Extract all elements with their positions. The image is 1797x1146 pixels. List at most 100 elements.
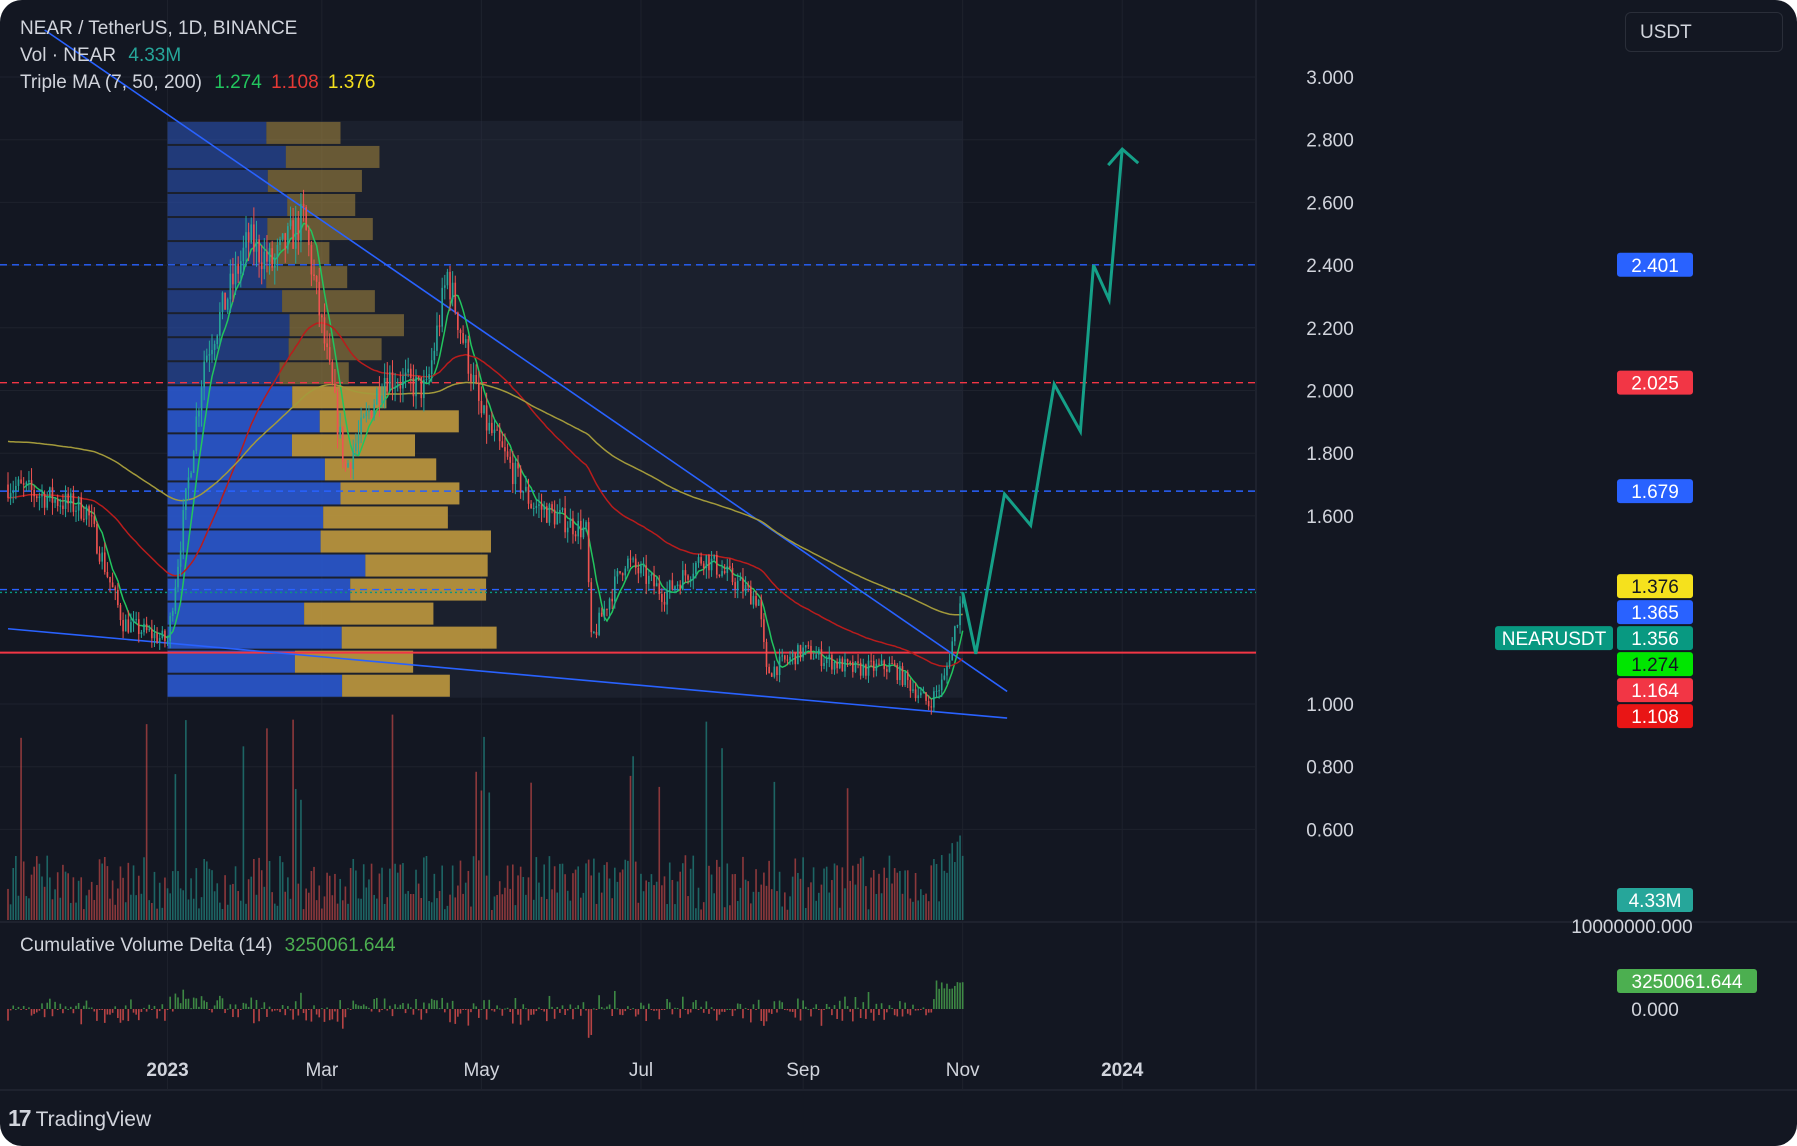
volume-bar	[459, 860, 462, 920]
volume-profile-down-bar	[279, 362, 349, 385]
volume-bar	[838, 907, 841, 920]
cvd-bar	[859, 1009, 862, 1018]
cvd-bar	[182, 989, 185, 1009]
volume-bar	[624, 859, 627, 920]
volume-bar	[807, 887, 810, 920]
candle	[883, 660, 886, 670]
volume-bar	[156, 908, 158, 920]
candle	[545, 506, 548, 523]
volume-bar	[38, 863, 41, 920]
candle	[846, 659, 849, 662]
candle	[407, 368, 409, 373]
volume-bar	[375, 898, 378, 920]
candle	[378, 389, 381, 404]
cvd-bar	[7, 1009, 9, 1021]
cvd-bar	[608, 1004, 611, 1009]
cvd-bar	[143, 1007, 145, 1009]
candle	[271, 248, 273, 268]
candle	[642, 565, 645, 567]
volume-bar	[396, 872, 399, 920]
candle	[266, 251, 268, 262]
cvd-bar	[145, 1009, 148, 1012]
cvd-bar	[263, 1002, 266, 1009]
volume-bar	[475, 771, 477, 920]
cvd-bar	[770, 1009, 773, 1014]
cvd-bar	[786, 1009, 789, 1011]
cvd-label[interactable]: Cumulative Volume Delta (14)	[20, 935, 273, 956]
time-axis-tick: Sep	[786, 1060, 820, 1081]
cvd-bar	[517, 1009, 519, 1015]
cvd-bar	[470, 1009, 472, 1013]
cvd-bar	[111, 1009, 114, 1013]
candle	[705, 555, 708, 569]
volume-legend: Vol · NEAR 4.33M	[20, 45, 188, 67]
cvd-histogram	[7, 980, 964, 1038]
candle	[574, 534, 577, 537]
volume-label[interactable]: Vol · NEAR	[20, 45, 117, 66]
cvd-bar	[846, 1006, 849, 1009]
volume-bar	[200, 897, 203, 920]
cvd-bar	[650, 1009, 653, 1010]
volume-profile-down-bar	[287, 193, 356, 217]
volume-bar	[428, 900, 430, 920]
volume-bar	[454, 897, 457, 920]
candle	[710, 558, 713, 571]
currency-unit-button[interactable]: USDT	[1625, 12, 1783, 52]
cvd-bar	[20, 1009, 22, 1010]
volume-bar	[844, 888, 846, 920]
cvd-bar	[778, 1000, 781, 1009]
volume-bar	[718, 866, 721, 920]
brand[interactable]: 17 TradingView	[8, 1105, 151, 1132]
volume-bar	[266, 728, 268, 920]
candle	[423, 379, 425, 399]
volume-bar	[532, 899, 535, 920]
volume-bar	[920, 889, 922, 920]
volume-profile-down-bar	[323, 506, 448, 529]
volume-bar	[579, 897, 582, 920]
candle	[145, 623, 148, 631]
volume-bar	[43, 886, 46, 920]
volume-bar	[493, 896, 496, 920]
candle	[404, 372, 407, 377]
cvd-bar	[582, 1002, 585, 1009]
volume-bar	[302, 909, 305, 920]
cvd-bar	[838, 1000, 841, 1009]
candle	[621, 573, 624, 576]
candle	[336, 392, 339, 435]
candle	[906, 672, 909, 681]
candle	[229, 273, 232, 300]
cvd-bar	[933, 999, 935, 1009]
cvd-bar	[381, 1009, 383, 1010]
volume-bar	[211, 870, 213, 920]
volume-profile-down-bar	[342, 674, 450, 697]
volume-bar	[818, 892, 820, 920]
volume-bar	[242, 746, 245, 920]
candle	[734, 582, 736, 590]
volume-bar	[559, 863, 561, 920]
candle	[804, 645, 807, 648]
candle	[158, 638, 161, 643]
candle	[200, 387, 203, 411]
candle	[619, 571, 621, 574]
volume-bar	[498, 881, 501, 920]
volume-bar	[462, 893, 464, 920]
candle	[606, 609, 608, 611]
candle	[716, 555, 718, 575]
volume-bar	[912, 901, 914, 920]
symbol-title[interactable]: NEAR / TetherUS, 1D, BINANCE	[20, 18, 298, 39]
cvd-bar	[692, 1002, 695, 1009]
volume-bar	[734, 874, 736, 920]
cvd-bar	[323, 1009, 326, 1022]
volume-bar	[797, 872, 799, 920]
candle	[281, 233, 284, 239]
ma-label[interactable]: Triple MA (7, 50, 200)	[20, 72, 202, 93]
candle	[83, 518, 85, 520]
cvd-bar	[595, 1009, 598, 1010]
volume-profile-down-bar	[266, 266, 348, 289]
price-label-1-365	[1617, 600, 1693, 625]
candle	[355, 443, 357, 451]
candle	[109, 576, 111, 583]
candle	[697, 557, 700, 563]
